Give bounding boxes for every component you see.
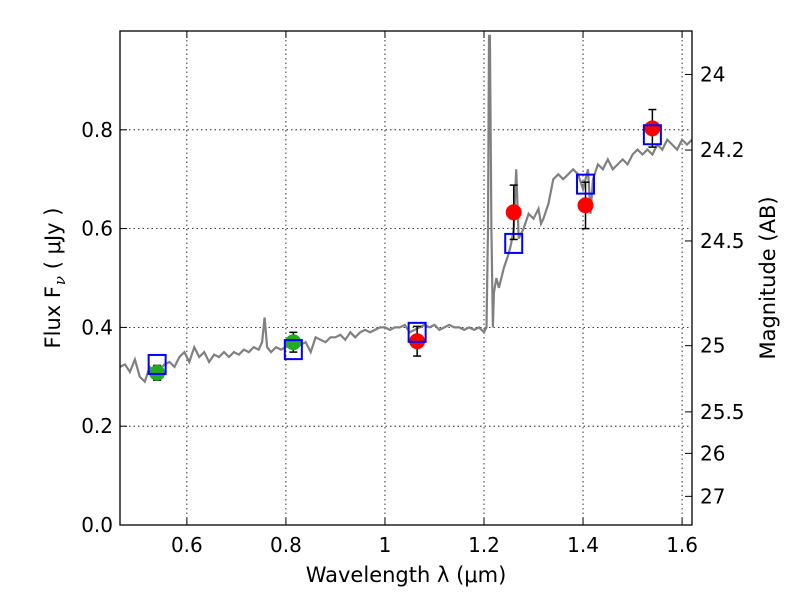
y-axis-title-right: Magnitude (AB) <box>756 196 780 359</box>
model-photometry-square <box>407 321 427 343</box>
observed-point-red <box>644 120 661 137</box>
model-photometry-square <box>642 124 662 146</box>
y-tick-label: 0.8 <box>81 118 113 142</box>
observed-point-red <box>577 197 594 214</box>
y-tick-label: 0.4 <box>81 315 113 339</box>
points-layer <box>147 108 662 382</box>
magnitude-tick-label: 26 <box>700 441 725 465</box>
x-tick-label: 0.8 <box>270 533 302 557</box>
x-tick-label: 1.4 <box>567 533 599 557</box>
x-tick-label: 1.2 <box>468 533 500 557</box>
y-axis-title-left: Flux Fν ( μJy ) <box>41 208 69 349</box>
svg-text:Flux Fν ( μJy ): Flux Fν ( μJy ) <box>41 208 69 349</box>
magnitude-tick-label: 27 <box>700 484 725 508</box>
ticks-layer <box>120 31 692 526</box>
observed-point-green <box>285 334 302 351</box>
grid-layer <box>120 31 692 525</box>
model-photometry-square <box>576 173 596 195</box>
labels-layer: 0.6 0.8 1 1.2 1.4 1.6 0.0 0.2 0.4 0.6 0.8 24 24.2 24.… <box>81 62 744 557</box>
svg-text:Magnitude (AB): Magnitude (AB) <box>756 196 780 359</box>
y-tick-label: 0.0 <box>81 513 113 537</box>
y-axis-title-main: Flux F <box>41 286 65 348</box>
magnitude-tick-label: 24.5 <box>700 229 745 253</box>
plot-area <box>120 31 692 525</box>
model-photometry-square <box>147 353 167 375</box>
observed-point-red <box>505 204 522 221</box>
model-photometry-square <box>283 339 303 361</box>
observed-point-green <box>149 364 166 381</box>
magnitude-tick-label: 25 <box>700 334 725 358</box>
y-axis-title-unit: ( μJy ) <box>41 208 65 276</box>
x-tick-label: 1 <box>379 533 392 557</box>
x-axis-title: Wavelength λ (μm) <box>306 563 507 587</box>
y-tick-label: 0.6 <box>81 217 113 241</box>
x-tick-label: 1.6 <box>666 533 698 557</box>
magnitude-tick-label: 24.2 <box>700 138 745 162</box>
y-axis-title-symbol: ν <box>51 276 69 285</box>
magnitude-tick-label: 25.5 <box>700 400 745 424</box>
x-tick-label: 0.6 <box>171 533 203 557</box>
y-tick-label: 0.2 <box>81 414 113 438</box>
model-photometry-square <box>504 232 524 254</box>
plot-frame <box>119 30 693 526</box>
magnitude-tick-label: 24 <box>700 62 725 86</box>
